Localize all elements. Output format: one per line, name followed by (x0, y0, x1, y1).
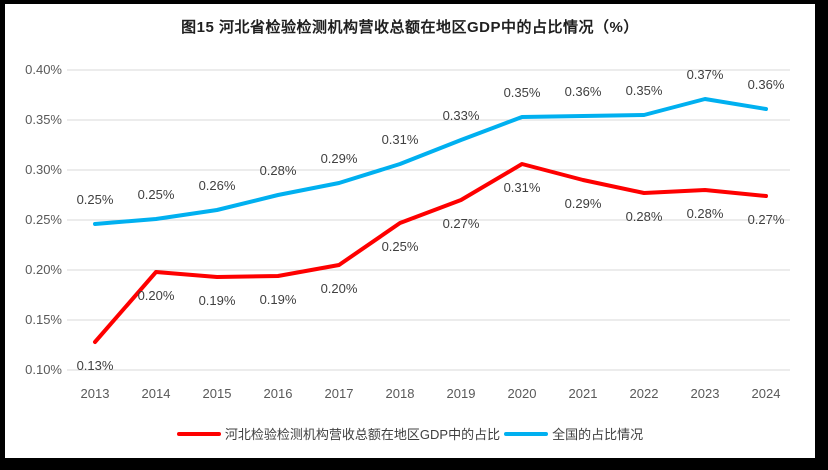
x-tick-label: 2018 (386, 386, 415, 401)
data-label: 0.37% (687, 67, 724, 82)
legend-label-national: 全国的占比情况 (552, 427, 644, 442)
data-label: 0.36% (565, 84, 602, 99)
data-label: 0.35% (626, 83, 663, 98)
data-label: 0.13% (77, 358, 114, 373)
chart-title: 图15 河北省检验检测机构营收总额在地区GDP中的占比情况（%） (181, 19, 639, 36)
data-label: 0.31% (504, 180, 541, 195)
data-label: 0.33% (443, 108, 480, 123)
x-tick-label: 2013 (81, 386, 110, 401)
x-tick-label: 2014 (142, 386, 171, 401)
data-label: 0.20% (321, 281, 358, 296)
data-label: 0.25% (382, 239, 419, 254)
x-tick-label: 2022 (630, 386, 659, 401)
data-label: 0.20% (138, 288, 175, 303)
y-tick-label: 0.15% (25, 312, 62, 327)
legend-swatch-hebei (176, 431, 221, 436)
x-tick-label: 2016 (264, 386, 293, 401)
data-label: 0.28% (626, 209, 663, 224)
data-label: 0.19% (199, 293, 236, 308)
data-label: 0.25% (77, 192, 114, 207)
x-tick-label: 2015 (203, 386, 232, 401)
x-tick-label: 2024 (752, 386, 781, 401)
chart-canvas: 0.40% 0.35% 0.30% 0.25% 0.20% 0.15% 0.10% 2013 2… (25, 62, 790, 401)
y-tick-label: 0.30% (25, 162, 62, 177)
data-label: 0.29% (321, 151, 358, 166)
x-tick-label: 2020 (508, 386, 537, 401)
chart-legend: 河北检验检测机构营收总额在地区GDP中的占比 全国的占比情况 (5, 424, 815, 443)
data-label: 0.31% (382, 132, 419, 147)
data-label: 0.25% (138, 187, 175, 202)
y-tick-label: 0.25% (25, 212, 62, 227)
x-tick-label: 2019 (447, 386, 476, 401)
legend-label-hebei: 河北检验检测机构营收总额在地区GDP中的占比 (224, 427, 501, 442)
data-label: 0.36% (748, 77, 785, 92)
data-label: 0.35% (504, 85, 541, 100)
data-label: 0.28% (260, 163, 297, 178)
x-tick-label: 2023 (691, 386, 720, 401)
chart-area: 图15 河北省检验检测机构营收总额在地区GDP中的占比情况（%） 0.40% 0.… (5, 4, 815, 458)
data-label: 0.26% (199, 178, 236, 193)
y-tick-label: 0.40% (25, 62, 62, 77)
y-tick-label: 0.20% (25, 262, 62, 277)
data-label: 0.27% (748, 212, 785, 227)
series-line-1 (93, 97, 768, 226)
data-label: 0.27% (443, 216, 480, 231)
x-tick-label: 2021 (569, 386, 598, 401)
data-label: 0.29% (565, 196, 602, 211)
legend-swatch-national (504, 431, 549, 436)
data-label: 0.28% (687, 206, 724, 221)
series-line-0 (93, 162, 768, 344)
y-tick-label: 0.35% (25, 112, 62, 127)
y-tick-label: 0.10% (25, 362, 62, 377)
data-label: 0.19% (260, 292, 297, 307)
x-tick-label: 2017 (325, 386, 354, 401)
